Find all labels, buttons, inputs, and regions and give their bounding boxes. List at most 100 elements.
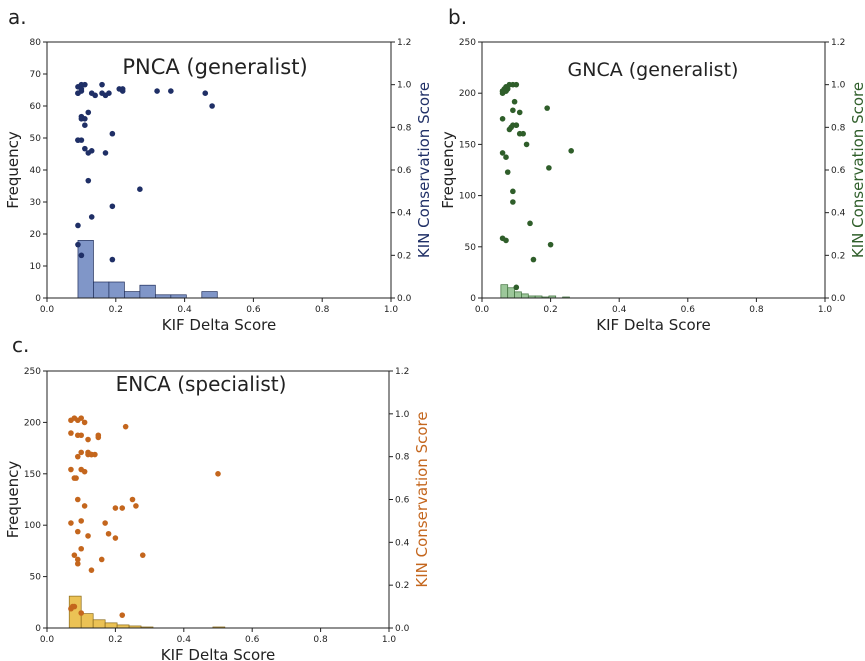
right-tick-label: 1.0 — [397, 81, 412, 91]
panel-label: a. — [8, 5, 27, 29]
x-tick-label: 0.8 — [315, 305, 330, 315]
x-axis-label: KIF Delta Score — [162, 316, 276, 334]
y-tick-label: 10 — [30, 262, 42, 272]
scatter-point — [74, 528, 81, 535]
histogram-bar — [104, 622, 118, 629]
y-tick-label: 100 — [24, 521, 41, 531]
plot-frame — [46, 370, 390, 629]
y-tick-label: 200 — [24, 418, 41, 428]
y-tick-label: 200 — [459, 89, 476, 99]
scatter-point — [133, 503, 139, 509]
histogram-bar — [77, 240, 94, 299]
panel-3: 0.0 0.2 0.4 0.6 0.8 1.0 0 50 100 150 200 250 0.0 0.2 0… — [4, 333, 431, 661]
panel-label: b. — [448, 5, 467, 29]
x-tick-label: 0.6 — [245, 635, 260, 645]
histogram-bar — [108, 281, 125, 299]
chart-title: PNCA (generalist) — [122, 55, 307, 79]
x-tick-label: 0.2 — [543, 305, 557, 315]
right-tick-label: 0.2 — [831, 251, 845, 261]
right-tick-label: 0.2 — [395, 581, 409, 591]
scatter-point — [68, 520, 74, 526]
scatter-point — [102, 520, 108, 526]
histogram-bar — [139, 284, 156, 299]
panel-2: 0.0 0.2 0.4 0.6 0.8 1.0 0 50 100 150 200 250 0.0 0.2 0… — [439, 5, 865, 334]
scatter-point — [102, 150, 109, 156]
x-tick-label: 1.0 — [382, 635, 397, 645]
y-tick-label: 20 — [30, 230, 42, 240]
histogram-bar — [500, 284, 509, 299]
x-tick-label: 0.0 — [40, 635, 55, 645]
scatter-point — [209, 103, 215, 109]
x-tick-label: 0.4 — [177, 305, 192, 315]
scatter-point — [513, 284, 520, 291]
scatter-point — [547, 241, 554, 248]
panel-1: 0.0 0.2 0.4 0.6 0.8 1.0 0 10 20 30 40 50 60 70 80 0.0 0.… — [4, 5, 433, 334]
scatter-point — [139, 552, 146, 558]
scatter-point — [81, 503, 88, 509]
scatter-point — [137, 186, 143, 192]
histogram-bar — [93, 281, 110, 299]
scatter-point — [75, 241, 81, 248]
y-tick-label: 50 — [30, 573, 42, 583]
right-tick-label: 0.0 — [397, 294, 412, 304]
scatter-point — [98, 556, 105, 563]
right-tick-label: 0.4 — [395, 538, 410, 548]
scatter-point — [511, 98, 518, 105]
scatter-point — [78, 545, 84, 552]
scatter-point — [88, 567, 95, 573]
right-axis-label: KIN Conservation Score — [413, 411, 431, 587]
scatter-point — [81, 419, 88, 426]
scatter-point — [119, 505, 126, 511]
x-tick-label: 0.8 — [749, 305, 764, 315]
scatter-point — [88, 148, 95, 154]
right-tick-label: 0.0 — [831, 294, 846, 304]
scatter-point — [75, 90, 81, 96]
x-tick-label: 0.2 — [108, 635, 122, 645]
x-tick-label: 0.8 — [313, 635, 328, 645]
x-axis-label: KIF Delta Score — [596, 316, 710, 334]
y-axis-label: Frequency — [4, 131, 22, 209]
scatter-point — [510, 199, 516, 205]
scatter-point — [74, 560, 81, 567]
scatter-point — [85, 533, 91, 539]
scatter-point — [68, 466, 74, 473]
scatter-point — [527, 220, 533, 227]
right-tick-label: 0.0 — [395, 624, 410, 634]
scatter-point — [78, 449, 84, 456]
scatter-point — [68, 430, 74, 436]
scatter-point — [544, 105, 550, 111]
scatter-point — [85, 436, 91, 443]
x-tick-label: 0.0 — [40, 305, 55, 315]
histogram-bar — [80, 613, 94, 629]
y-axis-label: Frequency — [439, 131, 457, 209]
scatter-point — [119, 86, 126, 92]
right-tick-label: 1.0 — [831, 81, 846, 91]
scatter-point — [85, 109, 92, 116]
chart-title: GNCA (generalist) — [568, 59, 739, 81]
right-axis-label: KIN Conservation Score — [415, 82, 433, 258]
scatter-point — [129, 496, 136, 503]
panel-label: c. — [12, 333, 29, 357]
y-tick-label: 250 — [24, 367, 41, 377]
scatter-point — [510, 107, 516, 114]
right-tick-label: 0.4 — [397, 209, 412, 219]
histogram-bar — [507, 287, 515, 299]
right-tick-label: 0.6 — [395, 496, 410, 506]
right-tick-label: 1.2 — [397, 38, 411, 48]
y-tick-label: 150 — [459, 140, 476, 150]
y-tick-label: 40 — [30, 166, 42, 176]
scatter-point — [202, 90, 209, 96]
scatter-point — [71, 552, 78, 558]
right-tick-label: 0.8 — [831, 123, 846, 133]
scatter-point — [106, 90, 112, 96]
right-tick-label: 0.8 — [397, 123, 412, 133]
right-tick-label: 1.2 — [831, 38, 845, 48]
scatter-point — [109, 130, 116, 137]
right-axis-label: KIN Conservation Score — [849, 82, 865, 258]
scatter-point — [513, 122, 520, 128]
y-tick-label: 150 — [24, 470, 41, 480]
scatter-point — [503, 237, 509, 244]
scatter-point — [568, 148, 574, 154]
scatter-point — [154, 88, 160, 94]
